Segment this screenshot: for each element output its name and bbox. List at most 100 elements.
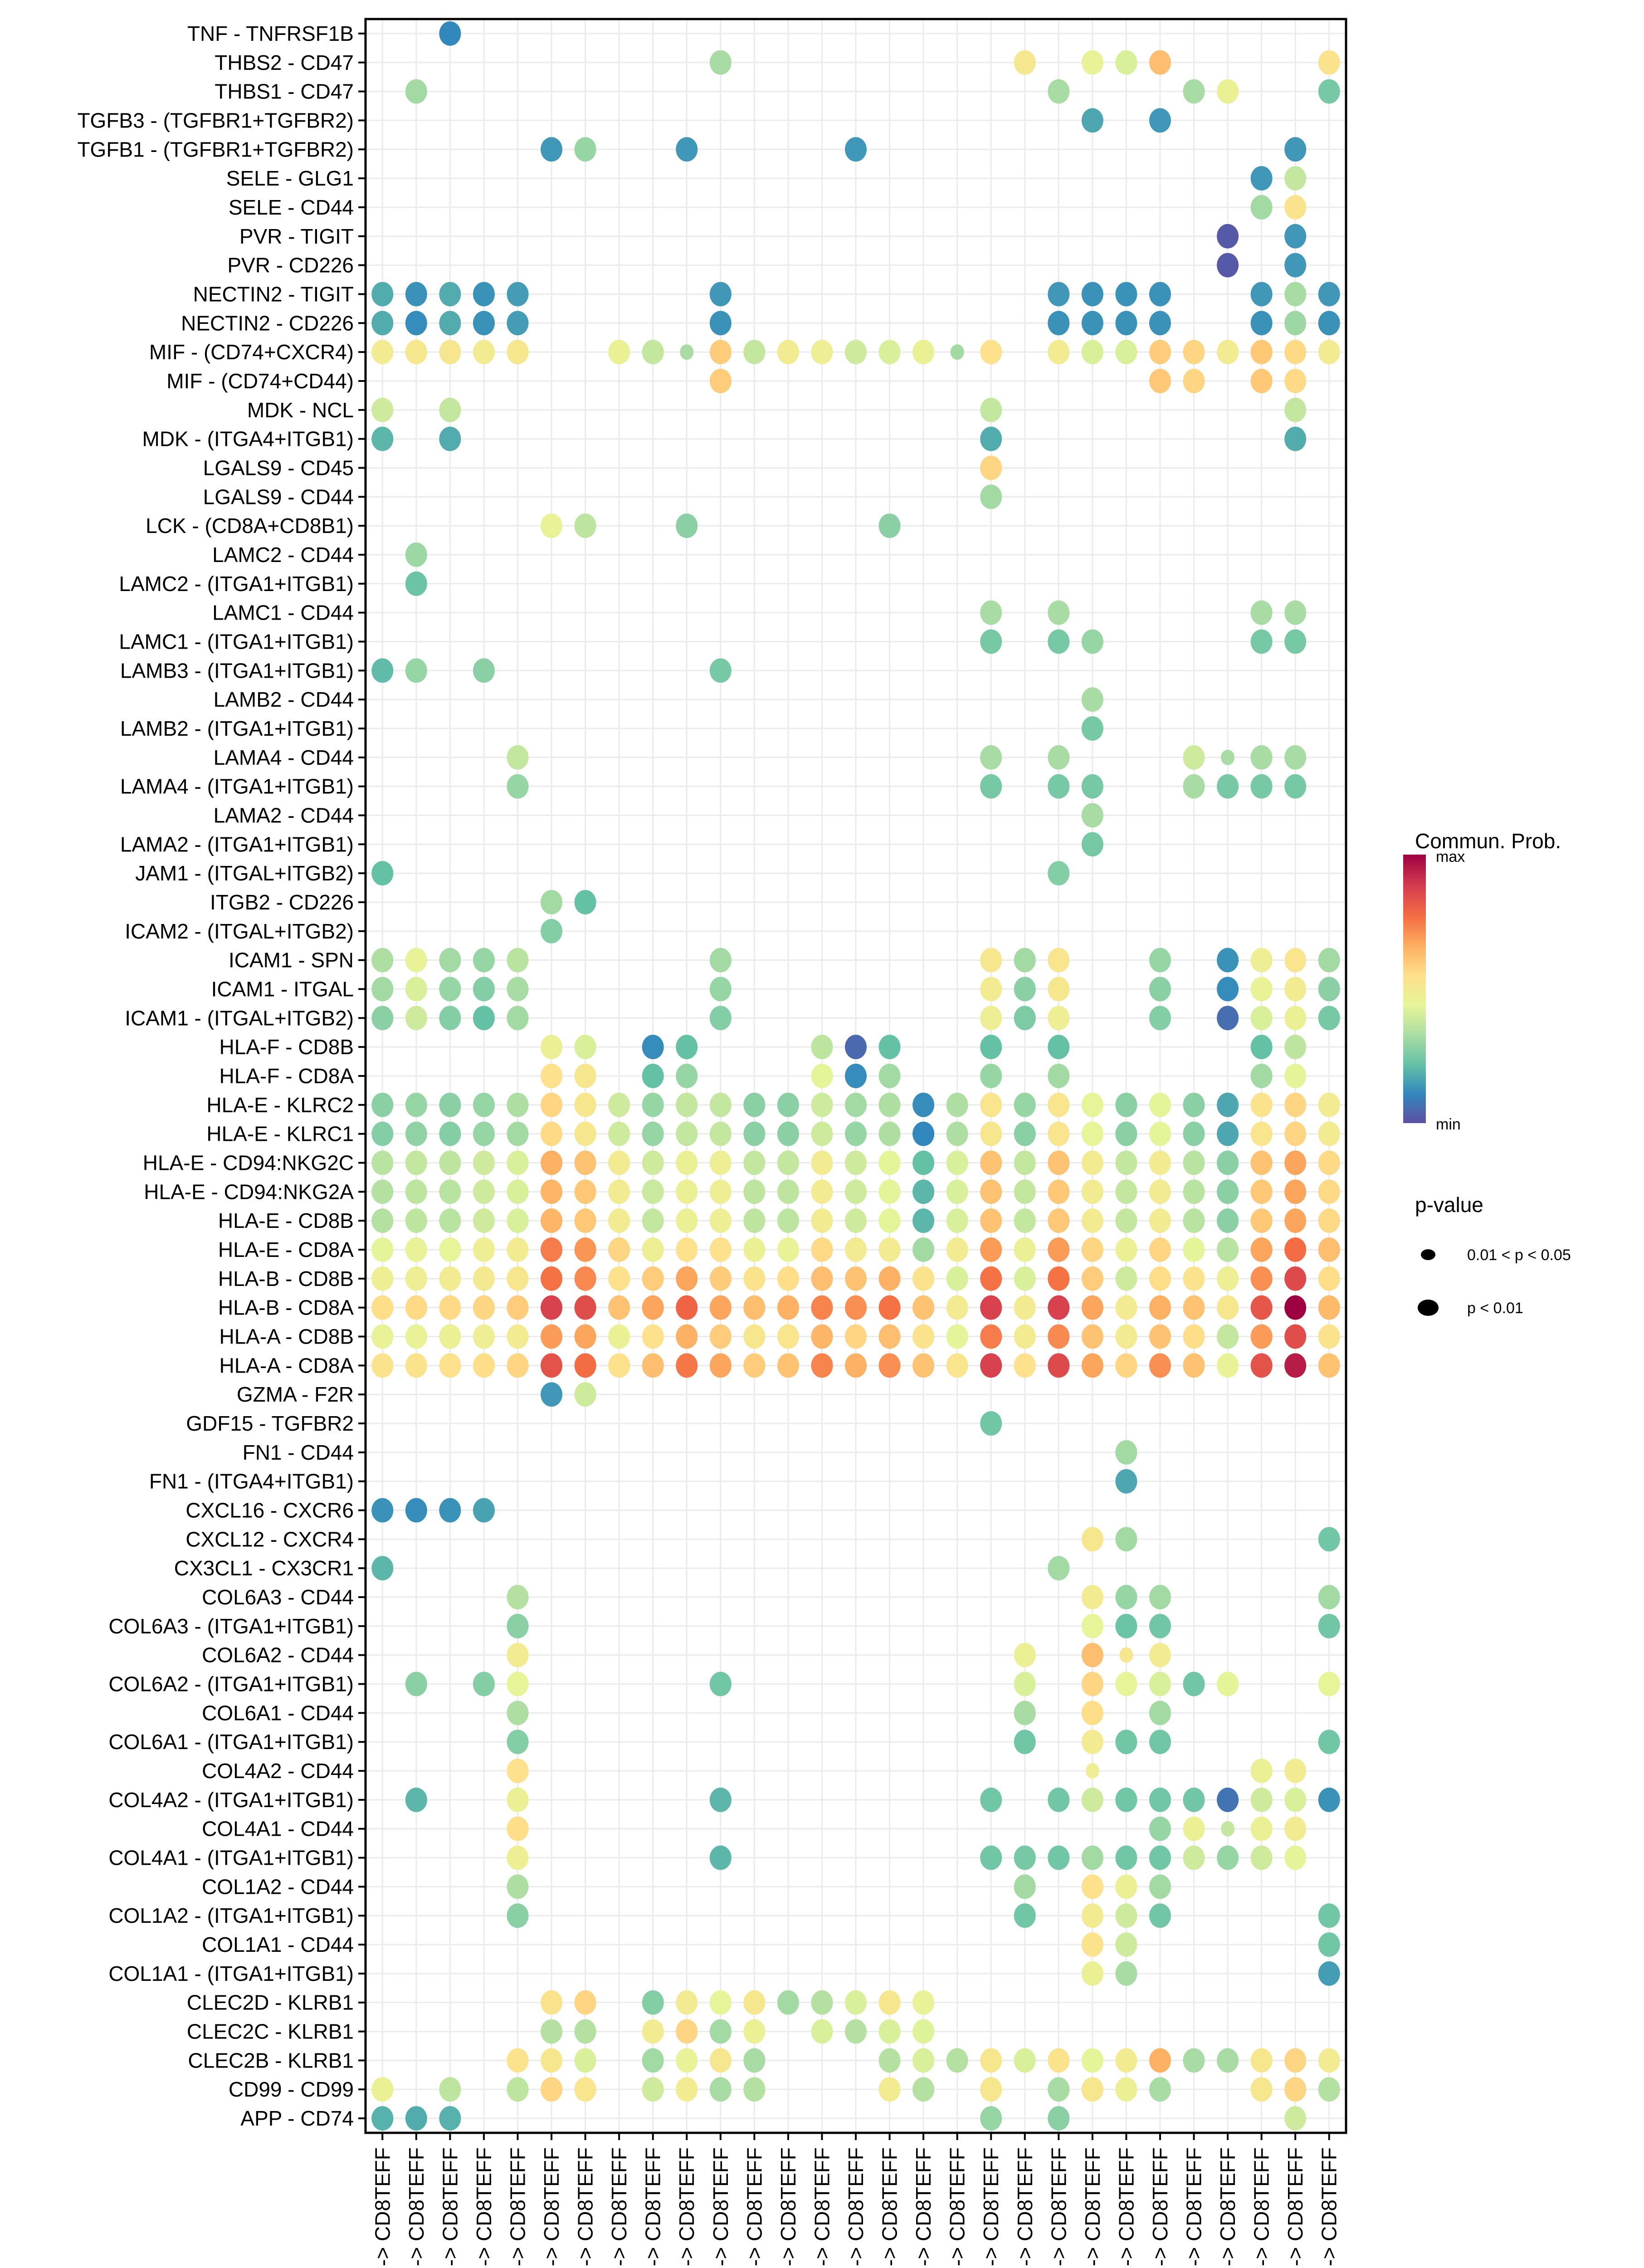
data-point [1014,1092,1036,1117]
data-point [912,1237,935,1262]
data-point [1048,2106,1070,2131]
data-point [507,1672,529,1696]
data-point [845,137,867,162]
data-point [507,1787,529,1812]
data-point [473,1121,495,1146]
data-point [1048,1324,1070,1349]
data-point [1115,1353,1137,1378]
data-point [777,340,799,365]
data-point [1284,368,1307,393]
data-point [980,1324,1002,1349]
data-point [811,1150,833,1175]
x-tick-label: TREG -> CD8TEFF [641,2147,665,2268]
y-tick-label: ICAM1 - SPN [229,948,354,972]
data-point [405,977,427,1002]
y-tick-label: LGALS9 - CD44 [203,485,354,508]
y-tick-label: COL6A2 - (ITGA1+ITGB1) [108,1672,354,1696]
data-point [405,1266,427,1291]
x-tick-label: PVA -> CD8TEFF [1283,2147,1307,2268]
data-point [1115,1730,1137,1755]
data-point [1048,745,1070,770]
data-point [980,629,1002,654]
data-point [642,1150,664,1175]
data-point [777,1266,799,1291]
data-point [371,2077,394,2102]
data-point [676,1150,698,1175]
data-point [1081,2048,1103,2073]
data-point [1081,803,1103,828]
data-point [507,1845,529,1870]
y-tick-label: TGFB1 - (TGFBR1+TGFBR2) [77,137,354,161]
data-point [371,1353,394,1378]
x-tick-label: BN -> CD8TEFF [776,2147,800,2268]
data-point [439,948,461,973]
data-point [1217,79,1239,104]
data-point [1318,1961,1340,1986]
x-tick-label: PLA -> CD8TEFF [607,2147,631,2268]
y-tick-label: NECTIN2 - CD226 [181,311,354,335]
data-point [1183,1179,1205,1204]
data-point [473,1150,495,1175]
data-point [574,1295,596,1320]
data-point [980,600,1002,625]
data-point [1115,2077,1137,2102]
data-point [541,1092,563,1117]
data-point [541,137,563,162]
data-point [845,1035,867,1060]
data-point [1014,1845,1036,1870]
data-point [473,282,495,307]
data-point [405,1353,427,1378]
data-point [912,2048,935,2073]
data-point [676,1266,698,1291]
data-point [1115,1266,1137,1291]
data-point [1081,1266,1103,1291]
data-point [950,344,964,360]
data-point [878,1064,901,1088]
data-point [676,1121,698,1146]
data-point [1217,774,1239,799]
y-tick-label: THBS2 - CD47 [215,51,354,74]
data-point [371,1006,394,1031]
data-point [946,1092,968,1117]
data-point [642,1295,664,1320]
data-point [743,1266,766,1291]
data-point [439,1092,461,1117]
data-point [371,1150,394,1175]
y-tick-label: COL4A2 - CD44 [202,1759,354,1783]
data-point [777,1295,799,1320]
data-point [1183,1353,1205,1378]
data-point [473,1237,495,1262]
data-point [878,2077,901,2102]
data-point [1250,195,1273,220]
data-point [676,137,698,162]
data-point [1115,1932,1137,1957]
data-point [574,1382,596,1407]
data-point [1048,1035,1070,1060]
data-point [642,2048,664,2073]
data-point [709,2019,732,2044]
data-point [1284,137,1307,162]
data-point [507,1585,529,1610]
x-tick-label: STM -> CD8TEFF [438,2147,462,2268]
data-point [541,1382,563,1407]
x-tick-label: SMC -> CD8TEFF [1216,2147,1239,2268]
data-point [1048,282,1070,307]
data-point [1183,1150,1205,1175]
data-point [574,513,596,538]
data-point [541,919,563,943]
data-point [777,1990,799,2015]
data-point [1081,108,1103,133]
data-point [642,2019,664,2044]
data-point [1318,282,1340,307]
data-point [980,1150,1002,1175]
y-tick-label: COL4A1 - (ITGA1+ITGB1) [108,1846,354,1870]
y-tick-label: HLA-B - CD8B [218,1267,354,1290]
x-tick-label: ECM -> CD8TEFF [1081,2147,1104,2268]
x-axis: MLUM -> CD8TEFF MYOEPI -> CD8TEFF STM -> C… [371,2133,1341,2268]
data-point [507,2048,529,2073]
data-point [777,1324,799,1349]
data-point [1081,1845,1103,1870]
data-point [1149,1787,1171,1812]
data-point [1149,1613,1171,1638]
data-point [676,1208,698,1233]
